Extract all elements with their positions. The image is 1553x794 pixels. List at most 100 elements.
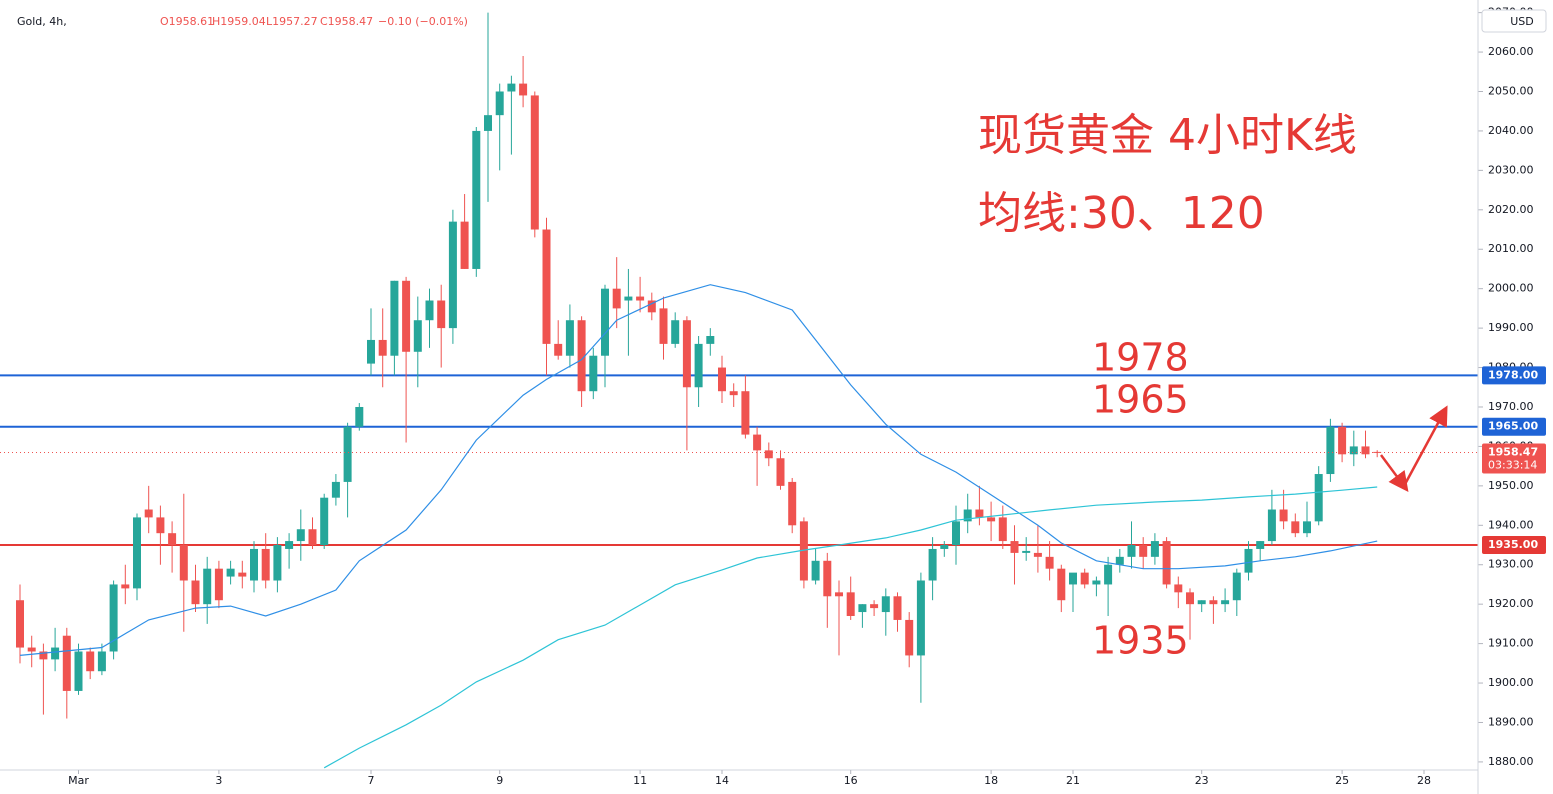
candle-body xyxy=(741,391,750,435)
candle-body xyxy=(636,296,645,301)
x-tick-label: 23 xyxy=(1195,774,1209,787)
candle-body xyxy=(799,521,808,581)
last-price-label: 1958.47 xyxy=(1488,445,1538,458)
price-label: 1965.00 xyxy=(1488,420,1538,433)
candle-body xyxy=(718,367,726,392)
candle-body xyxy=(589,355,598,392)
candle-body xyxy=(1244,548,1253,573)
y-tick-label: 2000.00 xyxy=(1488,282,1534,295)
y-tick-label: 1880.00 xyxy=(1488,755,1534,768)
candle-body xyxy=(952,521,960,546)
last-price-box xyxy=(1482,443,1546,474)
candle-body xyxy=(764,450,773,459)
candle-body xyxy=(1326,426,1335,475)
candle-body xyxy=(121,584,130,589)
candle-body xyxy=(1232,572,1241,601)
candle-body xyxy=(1197,600,1206,605)
candle-body xyxy=(1267,509,1276,542)
candle-body xyxy=(1010,541,1019,553)
candle-body xyxy=(729,391,738,396)
candle-body xyxy=(753,434,762,451)
candle-body xyxy=(1045,556,1054,569)
candle-body xyxy=(97,651,106,672)
candle-body xyxy=(776,458,785,486)
candle-body xyxy=(331,481,340,498)
y-tick-label: 1890.00 xyxy=(1488,715,1534,728)
annotation: 1978 xyxy=(1092,336,1189,380)
x-tick-label: 25 xyxy=(1335,774,1349,787)
candle-body xyxy=(612,288,621,309)
candle-body xyxy=(1080,572,1089,585)
candle-body xyxy=(74,651,83,691)
price-label-box xyxy=(1482,536,1546,555)
candle-body xyxy=(109,584,118,652)
candle-body xyxy=(1174,584,1183,593)
candle-body xyxy=(156,517,165,534)
y-tick-label: 1900.00 xyxy=(1488,676,1534,689)
candle-body xyxy=(905,619,914,656)
header-value: L1957.27 xyxy=(266,15,318,28)
candle-body xyxy=(378,339,387,356)
header-value: −0.10 (−0.01%) xyxy=(378,15,468,28)
candle-body xyxy=(390,280,399,356)
candle-body xyxy=(214,568,223,601)
candle-body xyxy=(226,568,235,577)
y-tick-label: 1970.00 xyxy=(1488,400,1534,413)
candle-body xyxy=(823,560,832,597)
candle-body xyxy=(203,568,212,605)
y-tick-label: 1950.00 xyxy=(1488,479,1534,492)
candle-body xyxy=(238,572,247,577)
candle-body xyxy=(811,560,820,581)
candle-body xyxy=(425,300,434,321)
candle-body xyxy=(624,296,633,301)
candle-body xyxy=(998,517,1007,542)
candle-body xyxy=(1186,592,1194,605)
price-label: 1935.00 xyxy=(1488,538,1538,551)
candle-body xyxy=(168,533,177,546)
candle-body xyxy=(261,548,270,581)
y-tick-label: 1930.00 xyxy=(1488,558,1534,571)
price-label: 1978.00 xyxy=(1488,368,1538,381)
candle-body xyxy=(250,548,258,581)
candle-body xyxy=(1221,600,1230,605)
candle-body xyxy=(928,548,937,581)
candle-body xyxy=(1303,521,1311,534)
arrows xyxy=(1379,405,1448,493)
plot-area xyxy=(0,12,1478,769)
candle-body xyxy=(51,647,60,660)
y-tick-label: 1920.00 xyxy=(1488,597,1534,610)
candle-body xyxy=(554,343,563,356)
candle-body xyxy=(706,336,715,344)
candle-body xyxy=(519,83,528,96)
candle-body xyxy=(835,592,843,597)
candle-body xyxy=(1256,541,1265,549)
x-tick-label: 9 xyxy=(496,774,503,787)
candle-body xyxy=(1033,552,1042,557)
y-tick-label: 2010.00 xyxy=(1488,242,1534,255)
candle-body xyxy=(495,91,504,116)
x-tick-label: 11 xyxy=(633,774,647,787)
candle-body xyxy=(1349,446,1358,455)
annotation: 现货黄金 4小时K线 xyxy=(978,110,1357,161)
candle-body xyxy=(846,592,855,616)
y-tick-label: 1990.00 xyxy=(1488,321,1534,334)
candle-body xyxy=(285,541,294,549)
x-tick-label: 28 xyxy=(1417,774,1431,787)
currency: USD xyxy=(1510,15,1534,28)
candle-body xyxy=(1127,545,1136,557)
candle-body xyxy=(987,517,996,522)
candle-body xyxy=(308,529,317,546)
candle-body xyxy=(144,509,153,518)
candle-body xyxy=(133,517,141,589)
annotation: 均线:30、120 xyxy=(978,188,1265,239)
candle-body xyxy=(601,288,609,356)
y-tick-label: 1910.00 xyxy=(1488,637,1534,650)
candle-body xyxy=(39,651,48,660)
header-value: C1958.47 xyxy=(320,15,373,28)
candle-body xyxy=(448,221,457,329)
candle-body xyxy=(179,545,188,581)
candle-body xyxy=(1279,509,1288,522)
candle-body xyxy=(472,130,481,269)
y-tick-label: 1940.00 xyxy=(1488,518,1534,531)
candle-body xyxy=(542,229,551,344)
